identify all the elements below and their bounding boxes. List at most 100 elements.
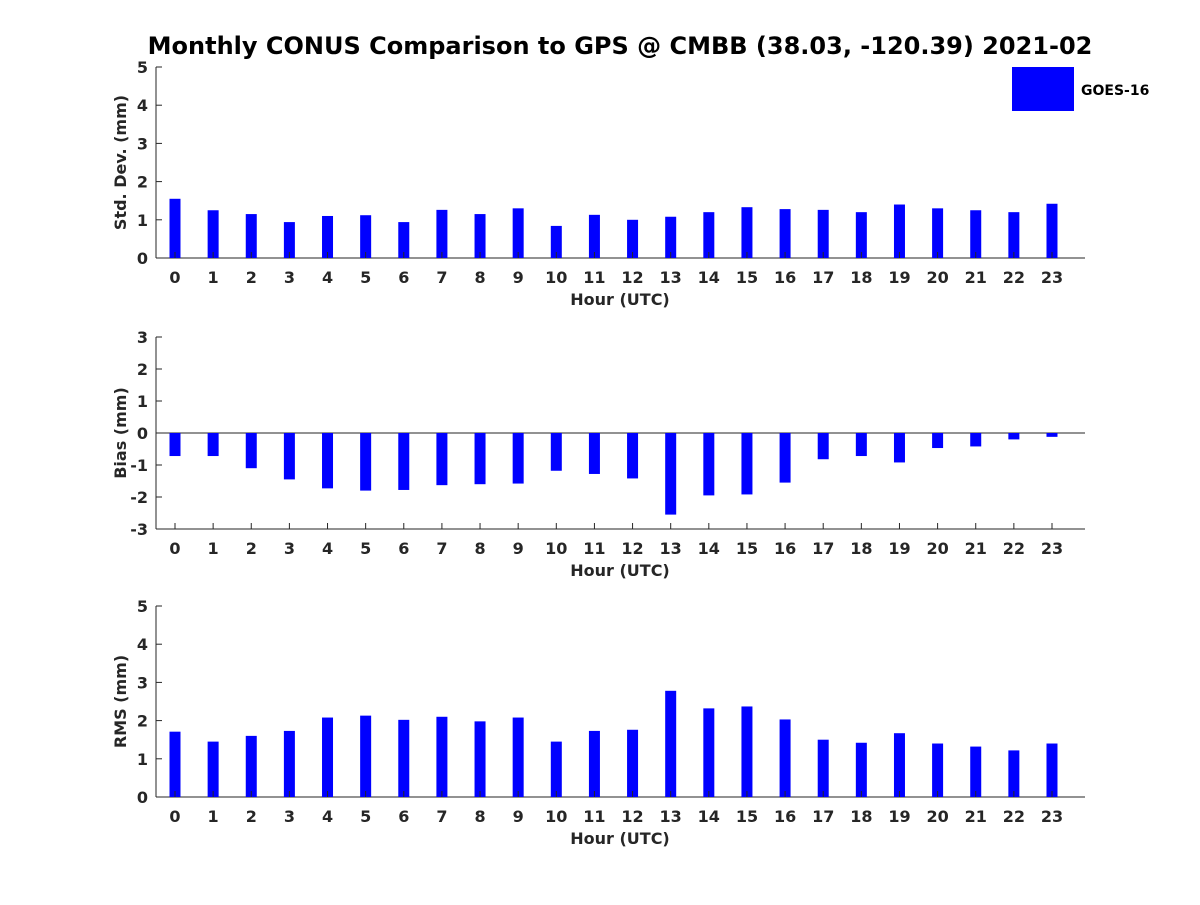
- x-tick-label: 17: [812, 539, 834, 558]
- bar: [550, 225, 562, 258]
- y-tick-label: 5: [137, 58, 148, 77]
- bar: [436, 209, 448, 258]
- x-tick-label: 22: [1003, 539, 1025, 558]
- x-tick-label: 21: [965, 539, 987, 558]
- bar: [932, 743, 944, 797]
- bar: [855, 212, 867, 258]
- bar: [970, 210, 982, 258]
- bar: [588, 730, 600, 797]
- y-tick-label: 4: [137, 635, 148, 654]
- bar: [970, 433, 982, 447]
- x-tick-label: 18: [850, 268, 872, 287]
- y-tick-label: 5: [137, 597, 148, 616]
- bar: [169, 198, 181, 258]
- bar: [322, 215, 334, 258]
- x-tick-label: 10: [545, 268, 567, 287]
- bar: [970, 746, 982, 797]
- x-tick-label: 6: [398, 539, 409, 558]
- bar: [283, 730, 295, 797]
- x-tick-label: 5: [360, 268, 371, 287]
- x-tick-label: 13: [660, 539, 682, 558]
- x-tick-label: 5: [360, 539, 371, 558]
- x-tick-label: 0: [169, 807, 180, 826]
- bar: [207, 741, 219, 797]
- x-axis-label: Hour (UTC): [570, 829, 670, 848]
- x-tick-label: 3: [284, 268, 295, 287]
- bar: [741, 433, 753, 495]
- x-tick-label: 17: [812, 268, 834, 287]
- bar: [665, 216, 677, 258]
- bar: [169, 731, 181, 797]
- bar: [779, 719, 791, 797]
- bar: [665, 690, 677, 797]
- bar: [817, 433, 829, 460]
- y-tick-label: 3: [137, 673, 148, 692]
- x-tick-label: 8: [474, 807, 485, 826]
- bar: [1008, 433, 1020, 440]
- bar: [588, 433, 600, 474]
- x-tick-label: 23: [1041, 268, 1063, 287]
- bar: [474, 721, 486, 797]
- y-tick-label: -3: [130, 520, 148, 539]
- x-tick-label: 1: [208, 539, 219, 558]
- bar: [360, 433, 372, 491]
- y-axis-label: Bias (mm): [111, 387, 130, 479]
- x-tick-label: 7: [436, 539, 447, 558]
- x-tick-label: 4: [322, 807, 333, 826]
- y-tick-label: 3: [137, 134, 148, 153]
- bar: [360, 215, 372, 258]
- x-tick-label: 20: [926, 807, 948, 826]
- bar: [703, 708, 715, 797]
- y-tick-label: 2: [137, 712, 148, 731]
- y-axis-label: RMS (mm): [111, 655, 130, 748]
- y-tick-label: 0: [137, 249, 148, 268]
- y-tick-label: 2: [137, 360, 148, 379]
- x-tick-label: 13: [660, 807, 682, 826]
- x-tick-label: 16: [774, 807, 796, 826]
- y-tick-label: 4: [137, 96, 148, 115]
- legend-label: GOES-16: [1081, 83, 1149, 99]
- bar: [207, 433, 219, 457]
- x-tick-label: 18: [850, 539, 872, 558]
- x-tick-label: 10: [545, 539, 567, 558]
- bar: [817, 209, 829, 258]
- x-tick-label: 4: [322, 539, 333, 558]
- x-tick-label: 8: [474, 268, 485, 287]
- bar: [398, 433, 410, 490]
- bar: [741, 207, 753, 258]
- x-tick-label: 7: [436, 268, 447, 287]
- bar: [779, 209, 791, 258]
- x-tick-label: 20: [926, 539, 948, 558]
- x-tick-label: 17: [812, 807, 834, 826]
- x-tick-label: 2: [246, 807, 257, 826]
- chart-title: Monthly CONUS Comparison to GPS @ CMBB (…: [148, 32, 1093, 60]
- x-tick-label: 13: [660, 268, 682, 287]
- bar: [474, 433, 486, 485]
- bar: [1008, 212, 1020, 258]
- x-tick-label: 15: [736, 268, 758, 287]
- x-tick-label: 22: [1003, 807, 1025, 826]
- bar: [741, 706, 753, 797]
- x-tick-label: 9: [513, 539, 524, 558]
- x-tick-label: 2: [246, 539, 257, 558]
- x-tick-label: 12: [621, 539, 643, 558]
- bar: [1046, 433, 1058, 437]
- x-tick-label: 8: [474, 539, 485, 558]
- x-tick-label: 21: [965, 807, 987, 826]
- bar: [893, 204, 905, 258]
- y-tick-label: 1: [137, 392, 148, 411]
- x-tick-label: 14: [698, 807, 720, 826]
- bar: [627, 729, 639, 797]
- bar: [855, 433, 867, 457]
- bar: [703, 433, 715, 496]
- bar: [893, 433, 905, 463]
- bar: [703, 212, 715, 258]
- bar: [1008, 750, 1020, 797]
- bar: [627, 433, 639, 479]
- x-tick-label: 14: [698, 268, 720, 287]
- bar: [1046, 203, 1058, 258]
- x-tick-label: 16: [774, 539, 796, 558]
